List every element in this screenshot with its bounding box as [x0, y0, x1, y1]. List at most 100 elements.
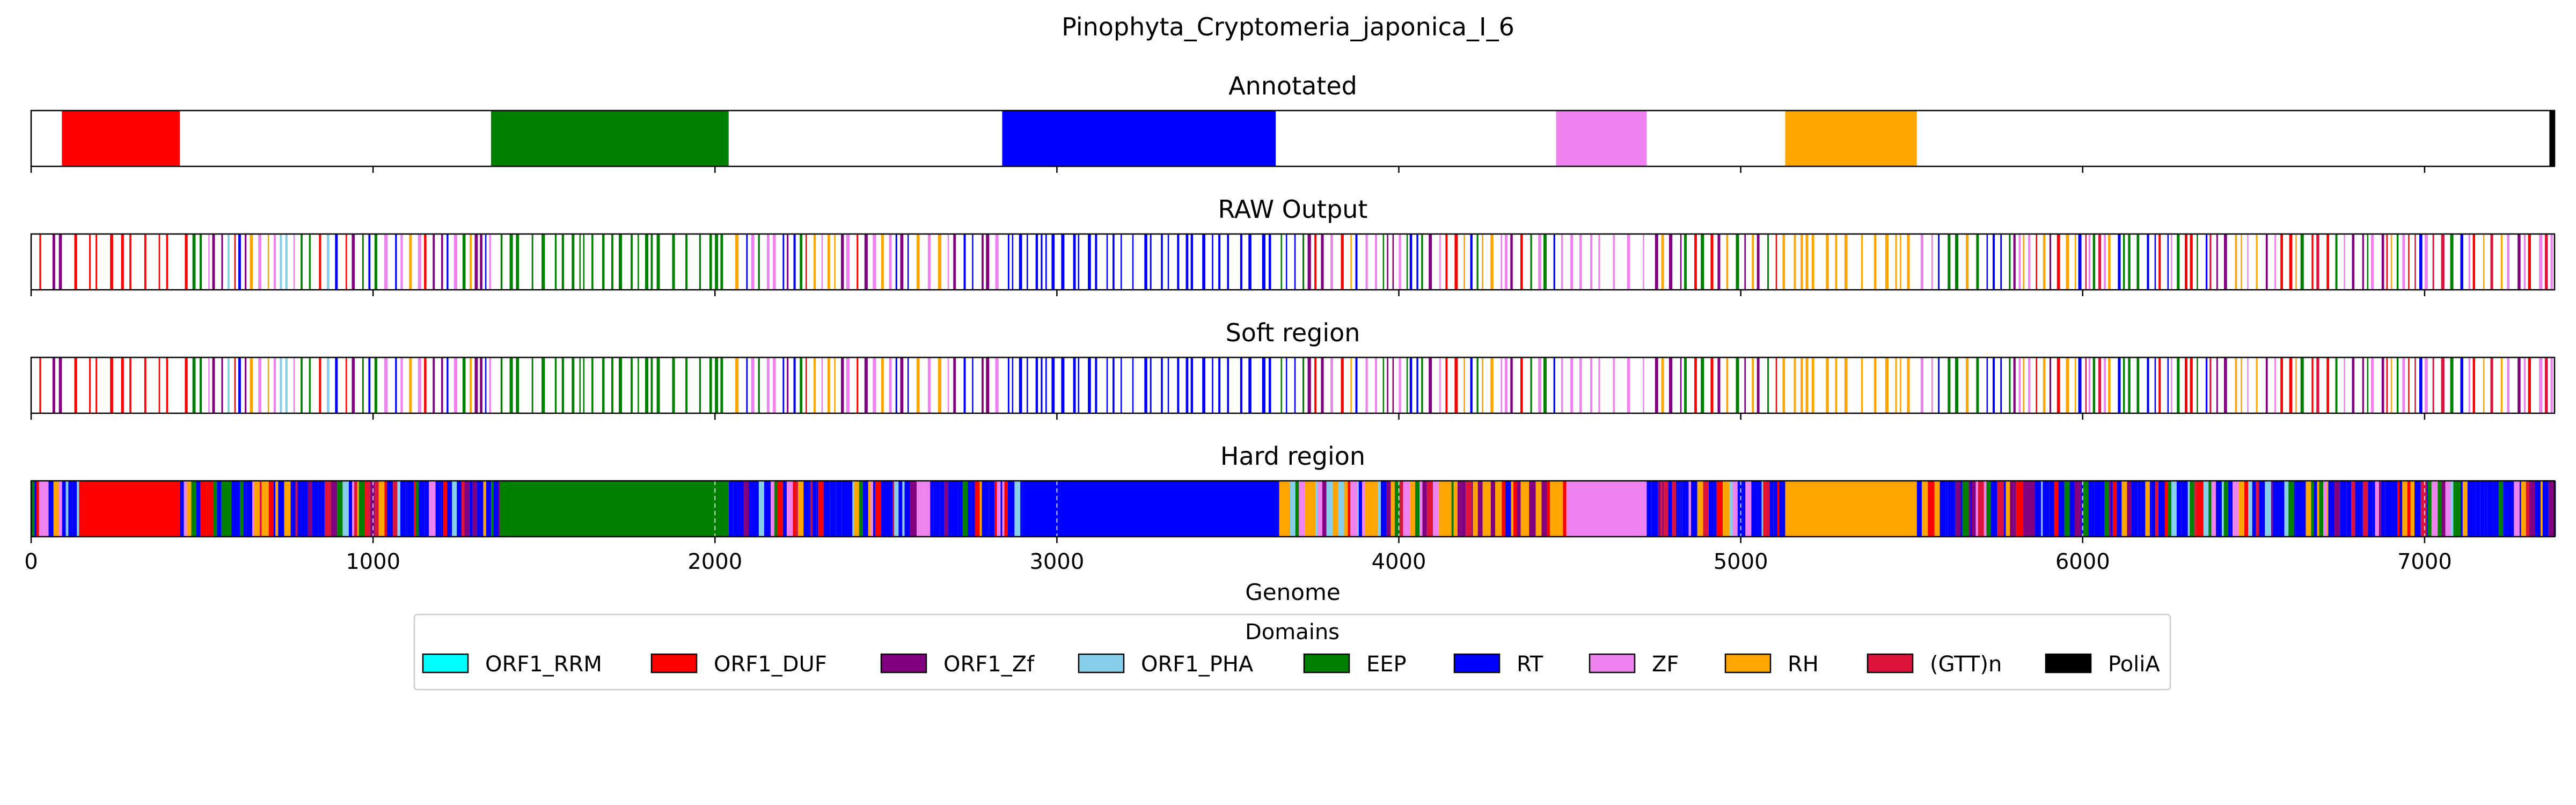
segment-rh	[2317, 481, 2319, 537]
segment-rh	[917, 234, 920, 290]
segment-orf1-duf	[1547, 481, 1550, 537]
segment-zf	[1627, 357, 1630, 413]
segment-rt	[2368, 481, 2373, 537]
segment-rt	[972, 357, 974, 413]
segment-rh	[1374, 481, 1378, 537]
segment-zf	[2402, 357, 2405, 413]
segment--gtt-n	[2351, 481, 2355, 537]
segment-rt	[793, 234, 796, 290]
segment-orf1-pha	[2284, 481, 2289, 537]
segment-zf	[2274, 234, 2276, 290]
segment-rt	[419, 481, 425, 537]
segment-eep	[561, 234, 564, 290]
segment-zf	[1365, 234, 1368, 290]
segment-zf	[453, 357, 458, 413]
segment-rt	[447, 357, 449, 413]
segment-rt	[2078, 357, 2082, 413]
segment-orf1-zf	[2518, 234, 2521, 290]
segment-zf	[821, 357, 823, 413]
segment--gtt-n	[260, 481, 262, 537]
segment-rt	[2426, 481, 2428, 537]
segment-eep	[491, 111, 729, 166]
segment-orf1-zf	[986, 357, 990, 413]
segment-orf1-zf	[1321, 234, 1324, 290]
segment-rh	[1473, 481, 1478, 537]
segment-rt	[1708, 481, 1714, 537]
segment-orf1-duf	[2190, 234, 2193, 290]
segment-rh	[797, 481, 804, 537]
segment-orf1-duf	[2244, 481, 2249, 537]
segment-orf1-zf	[744, 481, 749, 537]
segment-orf1-duf	[2326, 234, 2330, 290]
segment-zf	[58, 481, 62, 537]
segment-orf1-zf	[2362, 234, 2364, 290]
segment-eep	[591, 357, 594, 413]
segment-rt	[1227, 357, 1230, 413]
segment-zf	[1350, 481, 1357, 537]
segment-orf1-zf	[986, 234, 990, 290]
segment-rt	[1355, 234, 1358, 290]
segment-rt	[948, 481, 953, 537]
segment-eep	[1962, 481, 1969, 537]
segment-orf1-pha	[452, 481, 457, 537]
segment-orf1-duf	[2158, 357, 2161, 413]
segment-orf1-pha	[2187, 481, 2190, 537]
segment-rh	[1279, 481, 1285, 537]
segment-rh	[1350, 234, 1352, 290]
segment-rt	[1646, 481, 1652, 537]
segment-rt	[2094, 481, 2102, 537]
segment-orf1-duf	[319, 357, 321, 413]
segment-zf	[2431, 481, 2438, 537]
segment-zf	[1330, 234, 1333, 290]
segment-eep	[541, 234, 545, 290]
segment-orf1-zf	[982, 357, 984, 413]
segment-zf	[2171, 234, 2172, 290]
segment-eep	[2104, 481, 2109, 537]
legend-entry: ORF1_DUF	[650, 652, 827, 677]
segment-rt	[2519, 481, 2521, 537]
segment-rt	[971, 481, 975, 537]
segment-rt	[2154, 234, 2156, 290]
segment-orf1-duf	[2326, 357, 2330, 413]
segment-rt	[2228, 481, 2231, 537]
track-raw-output: RAW Output	[30, 195, 2556, 296]
legend-entry: (GTT)n	[1867, 652, 2002, 677]
segment-rh	[1523, 481, 1529, 537]
segment-orf1-zf	[841, 234, 844, 290]
segment-zf	[384, 357, 388, 413]
segment-rt	[1248, 357, 1252, 413]
segment-rh	[1861, 357, 1863, 413]
segment-eep	[374, 357, 377, 413]
segment-rt	[2414, 481, 2421, 537]
segment-rt	[447, 481, 452, 537]
segment-eep	[2367, 234, 2369, 290]
segment-zf	[2028, 357, 2031, 413]
segment-rt	[2101, 481, 2105, 537]
segment-rt	[2206, 357, 2208, 413]
segment-zf	[2370, 234, 2374, 290]
segment-rt	[782, 357, 785, 413]
segment-orf1-zf	[1968, 481, 1971, 537]
segment-orf1-pha	[902, 481, 905, 537]
segment-eep	[709, 357, 712, 413]
segment-rt	[873, 481, 875, 537]
segment-zf	[1627, 234, 1630, 290]
segment-rt	[477, 481, 484, 537]
segment-eep	[1543, 357, 1547, 413]
segment-zf	[947, 357, 949, 413]
segment-rt	[2141, 481, 2146, 537]
segment-rt	[1177, 357, 1180, 413]
segment-rh	[1365, 481, 1368, 537]
legend-entry: ORF1_RRM	[422, 652, 602, 677]
segment-rt	[2419, 234, 2423, 290]
segment-rt	[1073, 234, 1076, 290]
segment-rt	[2167, 234, 2169, 290]
segment-rt	[1041, 357, 1043, 413]
segment-rt	[835, 481, 837, 537]
segment-zf	[786, 481, 793, 537]
segment-rt	[1986, 357, 1988, 413]
segment-orf1-zf	[2023, 481, 2029, 537]
segment-zf	[184, 481, 187, 537]
segment-rt	[2314, 481, 2317, 537]
segment-orf1-zf	[2127, 481, 2132, 537]
